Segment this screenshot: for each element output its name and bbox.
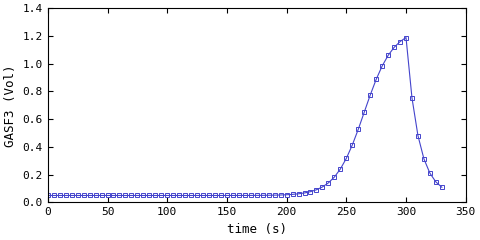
Y-axis label: GASF3 (Vol): GASF3 (Vol) <box>4 64 17 147</box>
X-axis label: time (s): time (s) <box>227 223 287 236</box>
